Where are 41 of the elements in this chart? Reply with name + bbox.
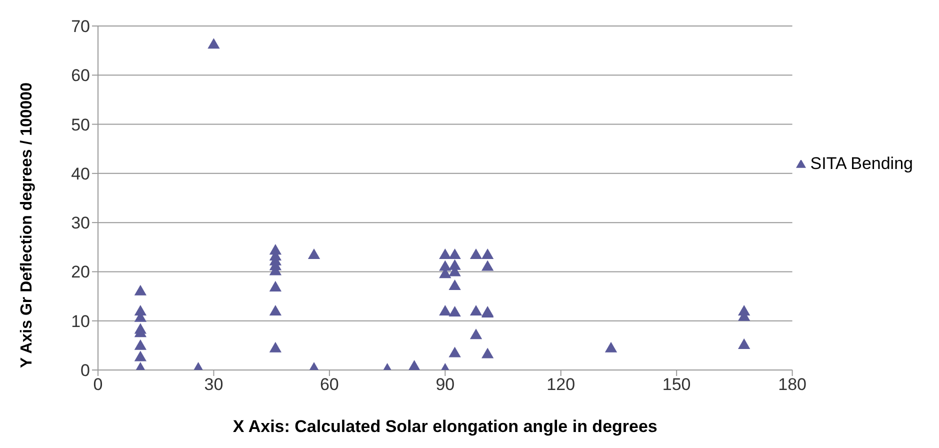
x-tick-label: 60 (320, 375, 339, 394)
x-tick-label: 0 (93, 375, 103, 394)
point (134, 350, 147, 362)
y-tick-label: 30 (71, 214, 90, 233)
point (470, 328, 482, 340)
point (448, 306, 461, 317)
point (208, 38, 220, 49)
point (482, 260, 494, 271)
y-tick-label: 60 (71, 66, 90, 86)
x-axis-title: X Axis: Calculated Solar elongation angle in degrees (232, 417, 658, 436)
point (439, 304, 452, 316)
point (448, 346, 461, 358)
point (269, 342, 282, 352)
legend-label: SITA Bending (810, 154, 913, 173)
y-tick-label: 0 (80, 361, 90, 380)
point (448, 248, 461, 260)
x-tick-label: 120 (546, 375, 576, 394)
y-tick-label: 20 (71, 262, 90, 282)
point (134, 284, 147, 296)
point (308, 248, 320, 260)
point (408, 360, 420, 370)
point (448, 279, 461, 290)
point (482, 248, 494, 260)
point (604, 342, 618, 352)
y-tick-label: 70 (71, 17, 90, 36)
point (269, 280, 282, 292)
x-tick-label: 180 (778, 375, 806, 394)
y-tick-label: 10 (71, 312, 90, 331)
y-tick-label: 50 (71, 115, 90, 134)
y-tick-label: 40 (71, 164, 90, 184)
x-tick-label: 90 (436, 375, 455, 394)
point (470, 304, 482, 316)
point (269, 304, 282, 316)
x-tick-label: 150 (662, 375, 691, 394)
point (470, 248, 482, 260)
point (482, 348, 494, 358)
point (134, 339, 147, 350)
y-axis-title: Y Axis Gr Deflection degrees / 100000 (18, 82, 36, 368)
x-tick-label: 30 (204, 375, 224, 394)
point (439, 248, 452, 260)
point (738, 338, 750, 349)
